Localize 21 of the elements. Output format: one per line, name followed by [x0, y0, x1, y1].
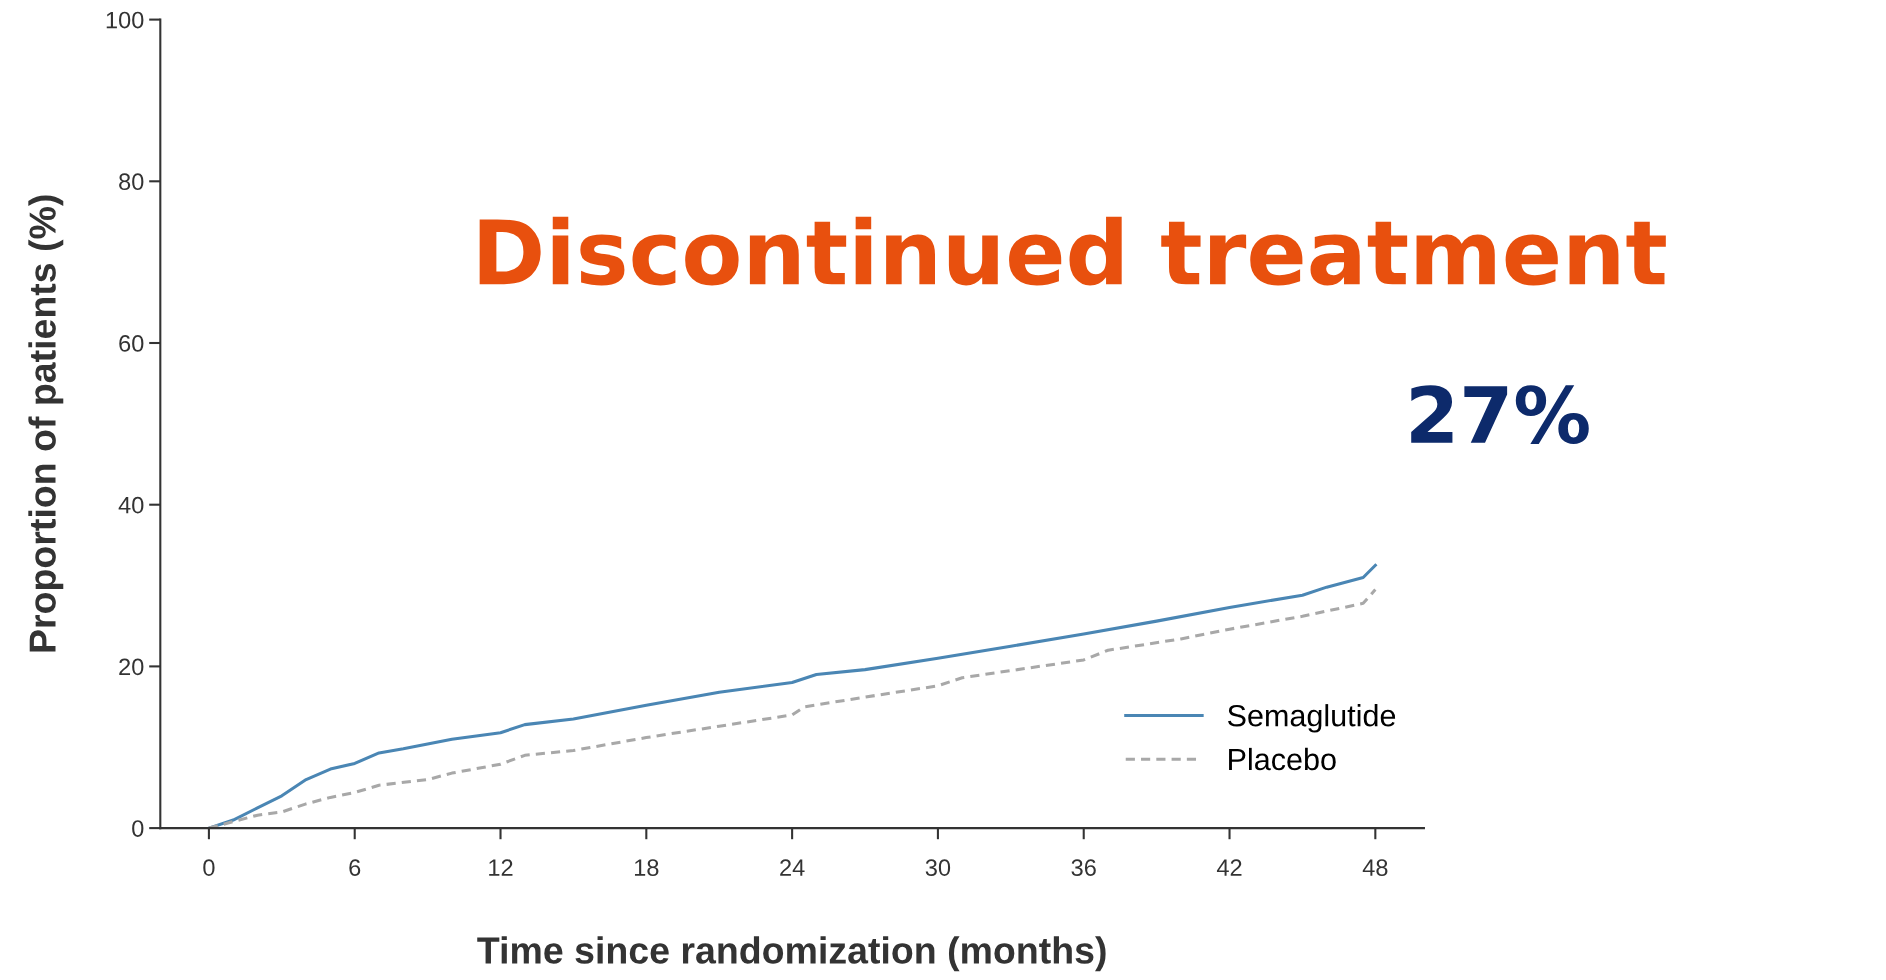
x-tick-label: 12 [489, 859, 513, 876]
y-axis-title: Proportion of patients (%) [28, 195, 64, 652]
y-tick-label: 60 [119, 335, 144, 352]
legend-label: Placebo [1229, 747, 1336, 771]
x-tick-label: 24 [780, 859, 805, 876]
legend-label: Semaglutide [1227, 704, 1396, 733]
x-tick-label: 30 [925, 859, 951, 876]
y-tick-label: 40 [118, 496, 144, 514]
y-tick-label: 80 [119, 173, 144, 191]
y-tick-label: 100 [106, 11, 144, 29]
x-tick-label: 0 [203, 859, 215, 876]
x-axis-title: Time since randomization (months) [477, 936, 1106, 972]
x-tick-label: 18 [634, 859, 659, 876]
y-tick-label: 20 [119, 658, 144, 676]
x-tick-label: 42 [1216, 859, 1242, 876]
y-tick-label: 0 [132, 820, 144, 837]
x-tick-label: 6 [349, 859, 361, 876]
x-tick-label: 48 [1362, 859, 1388, 876]
annotation: Discontinued treatment [479, 216, 1666, 286]
x-tick-label: 36 [1071, 859, 1096, 876]
annotation: 27% [1411, 385, 1589, 444]
